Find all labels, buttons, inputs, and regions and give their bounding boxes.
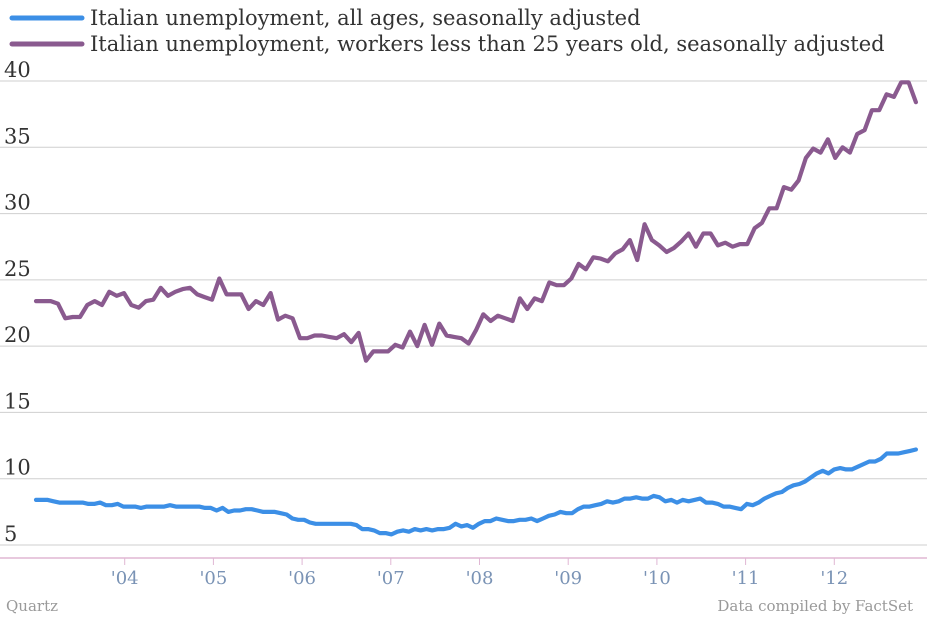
y-axis-ticks: 5 10 15 20 25 30 35 40 xyxy=(4,58,31,546)
legend: Italian unemployment, all ages, seasonal… xyxy=(9,6,885,56)
y-tick-label-5: 5 xyxy=(4,522,17,546)
y-tick-label-40: 40 xyxy=(4,58,31,82)
x-tick-label-2: '05 xyxy=(199,568,227,589)
series-line-1 xyxy=(33,447,919,537)
footer-source-right: Data compiled by FactSet xyxy=(717,597,913,615)
series-lines xyxy=(33,80,919,537)
x-tick-label-1: '04 xyxy=(111,568,139,589)
y-tick-label-15: 15 xyxy=(4,389,31,413)
y-tick-label-30: 30 xyxy=(4,191,31,215)
y-tick-label-35: 35 xyxy=(4,124,31,148)
series-line-2 xyxy=(33,80,919,363)
x-tick-label-7: '10 xyxy=(643,568,671,589)
x-axis-ticks: '04 '05 '06 '07 '08 '09 '10 '11 '12 xyxy=(111,558,848,589)
x-tick-label-8: '11 xyxy=(732,568,760,589)
legend-label-1: Italian unemployment, all ages, seasonal… xyxy=(90,6,641,30)
footer-source-left: Quartz xyxy=(6,597,58,615)
x-tick-label-3: '06 xyxy=(288,568,316,589)
gridlines xyxy=(0,80,927,559)
x-tick-label-9: '12 xyxy=(820,568,848,589)
x-tick-label-5: '08 xyxy=(466,568,494,589)
legend-label-2: Italian unemployment, workers less than … xyxy=(90,32,885,56)
y-tick-label-25: 25 xyxy=(4,257,31,281)
y-tick-label-20: 20 xyxy=(4,323,31,347)
x-tick-label-6: '09 xyxy=(554,568,582,589)
x-tick-label-4: '07 xyxy=(377,568,405,589)
y-tick-label-10: 10 xyxy=(4,456,31,480)
